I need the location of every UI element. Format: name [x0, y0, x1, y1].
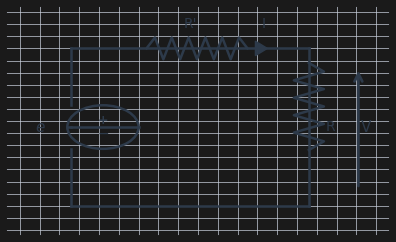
- Polygon shape: [255, 41, 267, 56]
- Text: V: V: [361, 120, 371, 135]
- Text: I: I: [261, 17, 265, 31]
- Text: +: +: [98, 114, 108, 127]
- Text: R: R: [326, 120, 335, 134]
- Text: −: −: [97, 127, 109, 141]
- Text: e: e: [35, 120, 44, 135]
- Text: R': R': [183, 17, 197, 31]
